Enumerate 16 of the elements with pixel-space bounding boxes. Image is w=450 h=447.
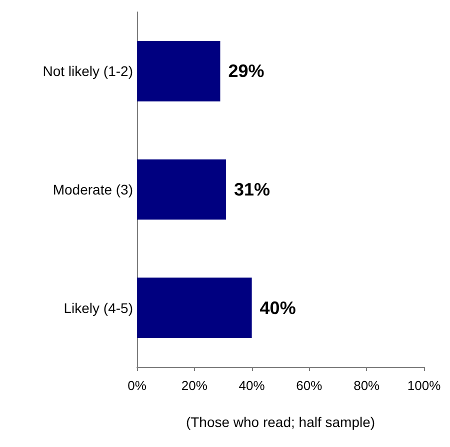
y-tick-label: Not likely (1-2) [42, 63, 133, 80]
x-tick-label: 0% [128, 378, 147, 393]
x-tick-label: 100% [407, 378, 442, 393]
bar [137, 278, 252, 338]
y-tick-label: Moderate (3) [52, 182, 133, 198]
bar [137, 159, 226, 220]
data-label: 31% [234, 180, 270, 200]
x-tick-label: 60% [296, 378, 323, 393]
x-tick-label: 40% [238, 378, 266, 393]
bar [137, 40, 220, 102]
data-label: 40% [260, 298, 296, 318]
y-tick-label: Likely (4-5) [64, 300, 133, 316]
x-tick-label: 80% [354, 378, 380, 393]
data-label: 29% [228, 61, 264, 82]
x-axis-title: (Those who read; half sample) [186, 414, 376, 430]
x-tick-label: 20% [181, 378, 208, 393]
